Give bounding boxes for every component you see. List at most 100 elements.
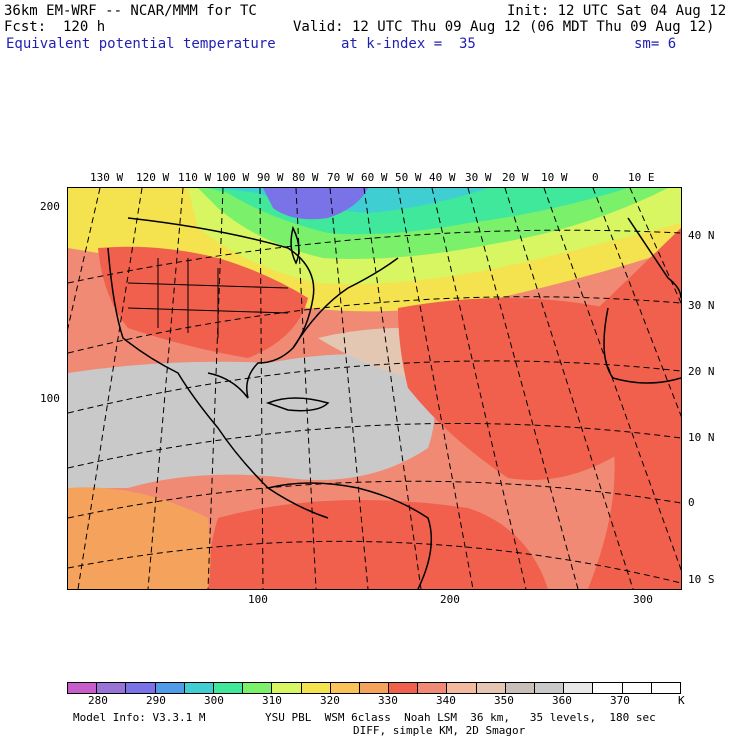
meridian — [543, 188, 681, 571]
meridian — [329, 188, 369, 589]
legend-label: 320 — [320, 694, 340, 707]
grid-x-label: 200 — [440, 593, 460, 606]
canada-coast — [292, 257, 399, 349]
lon-label: 60 W — [361, 171, 388, 184]
lon-label: 120 W — [136, 171, 170, 184]
field-band-pacific — [68, 487, 211, 589]
coastlines — [107, 217, 681, 589]
parallel-40n — [68, 229, 681, 284]
meridian — [397, 188, 474, 589]
grid-x-label: 300 — [633, 593, 653, 606]
grid-y-label: 200 — [40, 200, 60, 213]
parallel-30n — [68, 296, 681, 354]
model-title: 36km EM-WRF -- NCAR/MMM for TC — [4, 3, 257, 19]
legend-swatch — [535, 683, 565, 693]
field-band-warm-us — [98, 246, 308, 358]
legend-swatch — [593, 683, 623, 693]
legend-label: 310 — [262, 694, 282, 707]
legend-swatch — [564, 683, 594, 693]
lon-label: 0 — [592, 171, 599, 184]
parallel-10s — [68, 540, 681, 584]
legend-swatch — [243, 683, 273, 693]
lon-label: 110 W — [178, 171, 212, 184]
legend-swatch — [126, 683, 156, 693]
lat-label: 10 N — [688, 431, 715, 444]
lon-label: 90 W — [257, 171, 284, 184]
meridian — [629, 188, 681, 305]
field-band-warm-atlantic — [398, 298, 635, 480]
hudson-bay — [290, 225, 300, 265]
legend-swatch — [330, 683, 360, 693]
meridian — [592, 188, 681, 418]
map-canvas — [68, 188, 681, 589]
meridian — [363, 188, 422, 589]
field-name: Equivalent potential temperature — [6, 36, 276, 52]
legend-swatch — [651, 683, 680, 693]
legend-unit: K — [678, 694, 685, 707]
grid-x-label: 100 — [248, 593, 268, 606]
field-band-south-america — [208, 500, 548, 589]
lon-label: 50 W — [395, 171, 422, 184]
legend-swatch — [155, 683, 185, 693]
legend-swatch — [622, 683, 652, 693]
lon-label: 70 W — [327, 171, 354, 184]
legend-swatch — [301, 683, 331, 693]
lat-label: 20 N — [688, 365, 715, 378]
africa-west-coast — [603, 307, 681, 384]
legend-label: 290 — [146, 694, 166, 707]
south-america-north — [267, 482, 433, 589]
legend-swatch — [418, 683, 448, 693]
legend-swatch — [389, 683, 419, 693]
legend-swatch — [476, 683, 506, 693]
legend-swatch — [97, 683, 127, 693]
legend-label: 330 — [378, 694, 398, 707]
k-index: at k-index = 35 — [341, 36, 476, 52]
meridian — [147, 188, 184, 589]
legend-label: 300 — [204, 694, 224, 707]
theta-e-map — [67, 187, 682, 590]
meridian — [207, 188, 224, 589]
lon-label: 10 W — [541, 171, 568, 184]
lon-label: 30 W — [465, 171, 492, 184]
parallel-20n — [68, 360, 681, 414]
lon-label: 130 W — [90, 171, 124, 184]
color-legend — [67, 682, 681, 694]
meridian — [504, 188, 634, 589]
legend-swatch — [68, 683, 98, 693]
meridian — [259, 188, 264, 589]
meridian — [77, 188, 143, 589]
parallel-10n — [68, 422, 681, 469]
forecast-hour: Fcst: 120 h — [4, 19, 106, 35]
smoothing: sm= 6 — [634, 36, 677, 52]
field-band-africa — [588, 228, 681, 589]
lon-label: 40 W — [429, 171, 456, 184]
field-band-grey — [68, 354, 435, 488]
lat-label: 40 N — [688, 229, 715, 242]
cuba — [265, 397, 330, 412]
lon-label: 80 W — [292, 171, 319, 184]
meridian — [295, 188, 317, 589]
model-info: Model Info: V3.3.1 M — [73, 711, 206, 724]
graticule — [68, 188, 681, 589]
legend-swatch — [184, 683, 214, 693]
field-band-purple — [263, 188, 368, 220]
europe-coast — [627, 217, 681, 299]
lat-label: 0 — [688, 496, 695, 509]
legend-label: 370 — [610, 694, 630, 707]
lat-label: 30 N — [688, 299, 715, 312]
init-time: Init: 12 UTC Sat 04 Aug 12 — [507, 3, 727, 19]
legend-label: 340 — [436, 694, 456, 707]
legend-swatch — [213, 683, 244, 693]
state-borders — [127, 258, 289, 338]
north-america-west-coast — [107, 247, 329, 519]
diffusion-info: DIFF, simple KM, 2D Smagor — [353, 724, 526, 737]
meridian — [431, 188, 527, 589]
grid-y-label: 100 — [40, 392, 60, 405]
legend-label: 360 — [552, 694, 572, 707]
lon-label: 100 W — [216, 171, 250, 184]
legend-label: 280 — [88, 694, 108, 707]
legend-swatch — [272, 683, 302, 693]
legend-swatch — [359, 683, 390, 693]
lon-label: 10 E — [628, 171, 655, 184]
legend-label: 350 — [494, 694, 514, 707]
